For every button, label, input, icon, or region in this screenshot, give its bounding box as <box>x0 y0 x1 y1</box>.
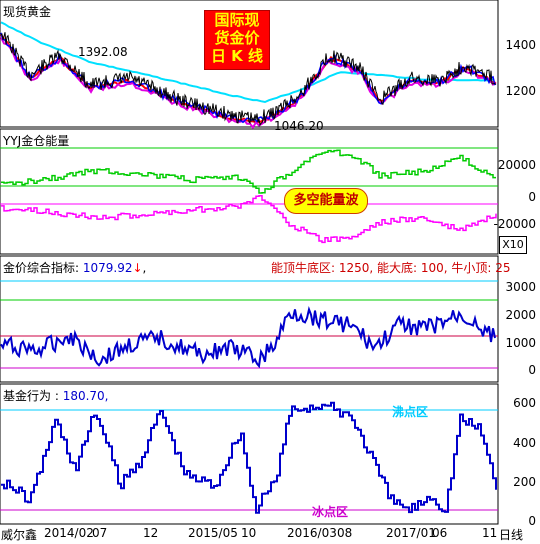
index-axis-tick-2000: 2000 <box>505 308 536 322</box>
index-title-label: 金价综合指标: <box>3 261 83 275</box>
fund-value: 180.70, <box>62 389 109 403</box>
energy-axis-tick-0: 0 <box>528 190 536 204</box>
fund-boil-zone-label: 沸点区 <box>392 405 429 419</box>
index-axis-tick-1000: 1000 <box>505 336 536 350</box>
date-label: 11 <box>482 526 498 540</box>
price-ma-cyan-line <box>0 21 494 104</box>
date-label: 07 <box>92 526 108 540</box>
badge-line-1: 国际现 <box>214 11 260 29</box>
index-composite-line <box>0 305 496 369</box>
date-label: 2016/03 <box>287 526 337 540</box>
fund-axis-tick-0: 0 <box>528 514 536 528</box>
price-candles <box>0 32 497 127</box>
fund-freeze-zone-label: 冰点区 <box>312 505 349 519</box>
fund-axis-tick-600: 600 <box>513 396 536 410</box>
fund-title-label: 基金行为 : <box>3 389 63 403</box>
price-axis-tick-1200: 1200 <box>505 84 536 98</box>
index-axis-tick-3000: 3000 <box>505 280 536 294</box>
price-panel-title: 现货黄金 <box>3 5 52 19</box>
date-label: 08 <box>337 526 353 540</box>
fund-axis-tick-200: 200 <box>513 475 536 489</box>
date-label: 2017/01 <box>386 526 436 540</box>
energy-axis-tick-neg20000: -20000 <box>493 217 536 231</box>
energy-panel-frame <box>0 128 499 255</box>
date-label: 12 <box>143 526 159 540</box>
index-down-arrow-icon: ↓ <box>132 261 143 275</box>
index-legend: 能顶牛底区: 1250, 能大底: 100, 牛小顶: 25 <box>271 261 511 275</box>
index-panel-frame <box>0 255 499 383</box>
price-low-annotation: 1046.20 <box>274 119 324 133</box>
price-chart-badge: 国际现 货金价 日 K 线 <box>204 10 270 70</box>
energy-green-wave <box>1 149 496 194</box>
badge-line-2: 货金价 <box>214 29 260 47</box>
energy-magenta-wave <box>1 194 497 244</box>
date-label: 10 <box>241 526 257 540</box>
energy-multiplier-box: X10 <box>499 236 527 254</box>
price-axis-tick-1400: 1400 <box>505 38 536 52</box>
date-label: 2014/02 <box>44 526 94 540</box>
price-ma-magenta-line <box>0 36 497 130</box>
fund-axis-tick-400: 400 <box>513 436 536 450</box>
energy-panel-title: YYJ金仓能量 <box>3 134 70 148</box>
badge-line-3: 日 K 线 <box>210 47 264 65</box>
period-label: 日线 <box>499 528 524 542</box>
energy-wave-badge: 多空能量波 <box>284 188 368 214</box>
fund-behaviour-line <box>1 401 497 514</box>
index-value: 1079.92 <box>82 261 133 275</box>
brand-label: 威尔鑫 <box>1 528 38 542</box>
fund-panel-header: 基金行为 : 180.70, <box>3 387 109 404</box>
index-axis-tick-0: 0 <box>528 363 536 377</box>
date-label: 06 <box>432 526 448 540</box>
date-label: 2015/05 <box>188 526 238 540</box>
price-high-annotation: 1392.08 <box>78 45 128 59</box>
index-panel-header: 金价综合指标: 1079.92↓, <box>3 261 147 275</box>
energy-axis-tick-20000: 20000 <box>497 158 536 172</box>
